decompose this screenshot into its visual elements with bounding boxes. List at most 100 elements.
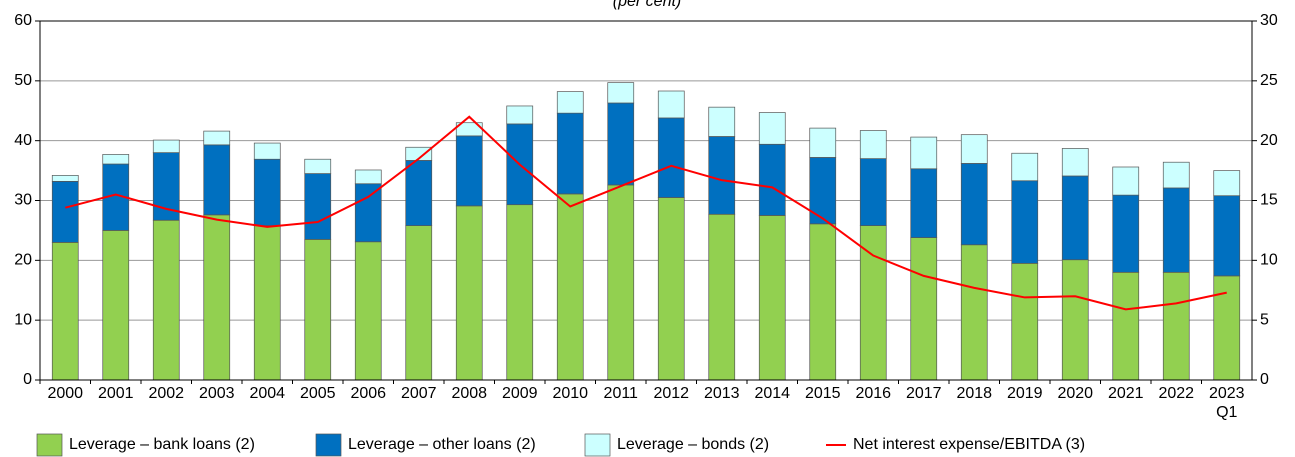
bar-segment bbox=[102, 230, 130, 381]
bar-segment bbox=[1162, 161, 1190, 189]
bar-segment bbox=[960, 163, 988, 246]
bar-segment bbox=[809, 127, 837, 158]
bar-segment bbox=[708, 213, 736, 381]
bar-segment bbox=[758, 143, 786, 216]
x-tick-label: 2020 bbox=[1057, 385, 1094, 402]
bar-segment bbox=[1061, 175, 1089, 261]
x-tick-label: 2014 bbox=[754, 385, 791, 402]
x-tick-label: 2017 bbox=[905, 385, 942, 402]
y2-tick-label: 25 bbox=[1260, 72, 1278, 89]
bar-segment bbox=[1112, 166, 1140, 196]
bar-segment bbox=[304, 239, 332, 381]
x-tick-label: 2022 bbox=[1158, 385, 1195, 402]
x-tick-label: 2023 Q1 bbox=[1208, 385, 1245, 421]
bar-segment bbox=[657, 117, 685, 198]
x-tick-label: 2006 bbox=[350, 385, 387, 402]
legend-swatch bbox=[315, 433, 342, 457]
x-tick-label: 2000 bbox=[47, 385, 84, 402]
bar-segment bbox=[758, 215, 786, 381]
bar-segment bbox=[304, 173, 332, 240]
bar-segment bbox=[506, 105, 534, 125]
bar-segment bbox=[253, 225, 281, 381]
y-tick-label: 50 bbox=[14, 72, 32, 89]
bar-segment bbox=[253, 142, 281, 160]
legend-swatch bbox=[36, 433, 63, 457]
x-tick-label: 2003 bbox=[198, 385, 235, 402]
bar-segment bbox=[556, 91, 584, 114]
bar-segment bbox=[607, 82, 635, 104]
x-tick-label: 2002 bbox=[148, 385, 185, 402]
y2-tick-label: 10 bbox=[1260, 252, 1278, 269]
bar-segment bbox=[405, 160, 433, 226]
bar-segment bbox=[1112, 194, 1140, 273]
x-tick-label: 2016 bbox=[855, 385, 892, 402]
bar-segment bbox=[354, 169, 382, 185]
bar-segment bbox=[354, 183, 382, 243]
bar-segment bbox=[1011, 152, 1039, 182]
y2-tick-label: 0 bbox=[1260, 371, 1269, 388]
bar-segment bbox=[455, 205, 483, 381]
bar-segment bbox=[152, 139, 180, 153]
y-tick-label: 30 bbox=[14, 192, 32, 209]
bar-segment bbox=[960, 134, 988, 164]
bar-segment bbox=[607, 184, 635, 381]
x-tick-label: 2004 bbox=[249, 385, 286, 402]
bar-segment bbox=[910, 168, 938, 238]
bar-segment bbox=[51, 181, 79, 243]
bar-segment bbox=[1011, 262, 1039, 381]
bar-segment bbox=[1162, 271, 1190, 381]
x-tick-label: 2010 bbox=[552, 385, 589, 402]
x-tick-label: 2013 bbox=[703, 385, 740, 402]
bar-segment bbox=[405, 146, 433, 161]
bar-segment bbox=[1061, 259, 1089, 381]
bar-segment bbox=[405, 225, 433, 381]
line bbox=[64, 115, 1227, 311]
bar-segment bbox=[1162, 187, 1190, 273]
bar-segment bbox=[51, 175, 79, 182]
bar-segment bbox=[556, 112, 584, 195]
y2-tick-label: 20 bbox=[1260, 132, 1278, 149]
y-tick-label: 40 bbox=[14, 132, 32, 149]
x-tick-label: 2019 bbox=[1006, 385, 1043, 402]
bar-segment bbox=[152, 219, 180, 381]
bar-segment bbox=[910, 136, 938, 170]
y-tick-label: 10 bbox=[14, 311, 32, 328]
bar-segment bbox=[203, 144, 231, 216]
y2-tick-label: 15 bbox=[1260, 192, 1278, 209]
x-tick-label: 2021 bbox=[1107, 385, 1144, 402]
bar-segment bbox=[758, 112, 786, 145]
bar-segment bbox=[657, 90, 685, 119]
bar-segment bbox=[910, 237, 938, 381]
y-tick-label: 20 bbox=[14, 252, 32, 269]
x-tick-label: 2015 bbox=[804, 385, 841, 402]
bar-segment bbox=[1213, 275, 1241, 381]
x-tick-label: 2008 bbox=[451, 385, 488, 402]
legend-label: Leverage – bank loans (2) bbox=[69, 436, 255, 453]
bar-segment bbox=[859, 158, 887, 226]
bar-segment bbox=[102, 154, 130, 165]
bar-segment bbox=[708, 106, 736, 137]
bar-segment bbox=[253, 158, 281, 226]
legend-label: Leverage – other loans (2) bbox=[348, 436, 536, 453]
bar-segment bbox=[809, 223, 837, 381]
bar-segment bbox=[304, 158, 332, 174]
chart-subtitle: (per cent) bbox=[613, 0, 681, 10]
bar-segment bbox=[1061, 148, 1089, 177]
x-tick-label: 2011 bbox=[603, 385, 638, 402]
x-tick-label: 2012 bbox=[653, 385, 690, 402]
bar-segment bbox=[1112, 271, 1140, 381]
bar-segment bbox=[354, 241, 382, 381]
legend-label: Leverage – bonds (2) bbox=[617, 436, 769, 453]
bar-segment bbox=[1213, 195, 1241, 277]
bar-segment bbox=[607, 102, 635, 186]
legend-swatch bbox=[584, 433, 611, 457]
bar-segment bbox=[556, 193, 584, 381]
x-tick-label: 2007 bbox=[400, 385, 437, 402]
y-tick-label: 60 bbox=[14, 12, 32, 29]
bar-segment bbox=[960, 244, 988, 381]
y2-tick-label: 5 bbox=[1260, 311, 1269, 328]
x-tick-label: 2018 bbox=[956, 385, 993, 402]
y-tick-label: 0 bbox=[23, 371, 32, 388]
